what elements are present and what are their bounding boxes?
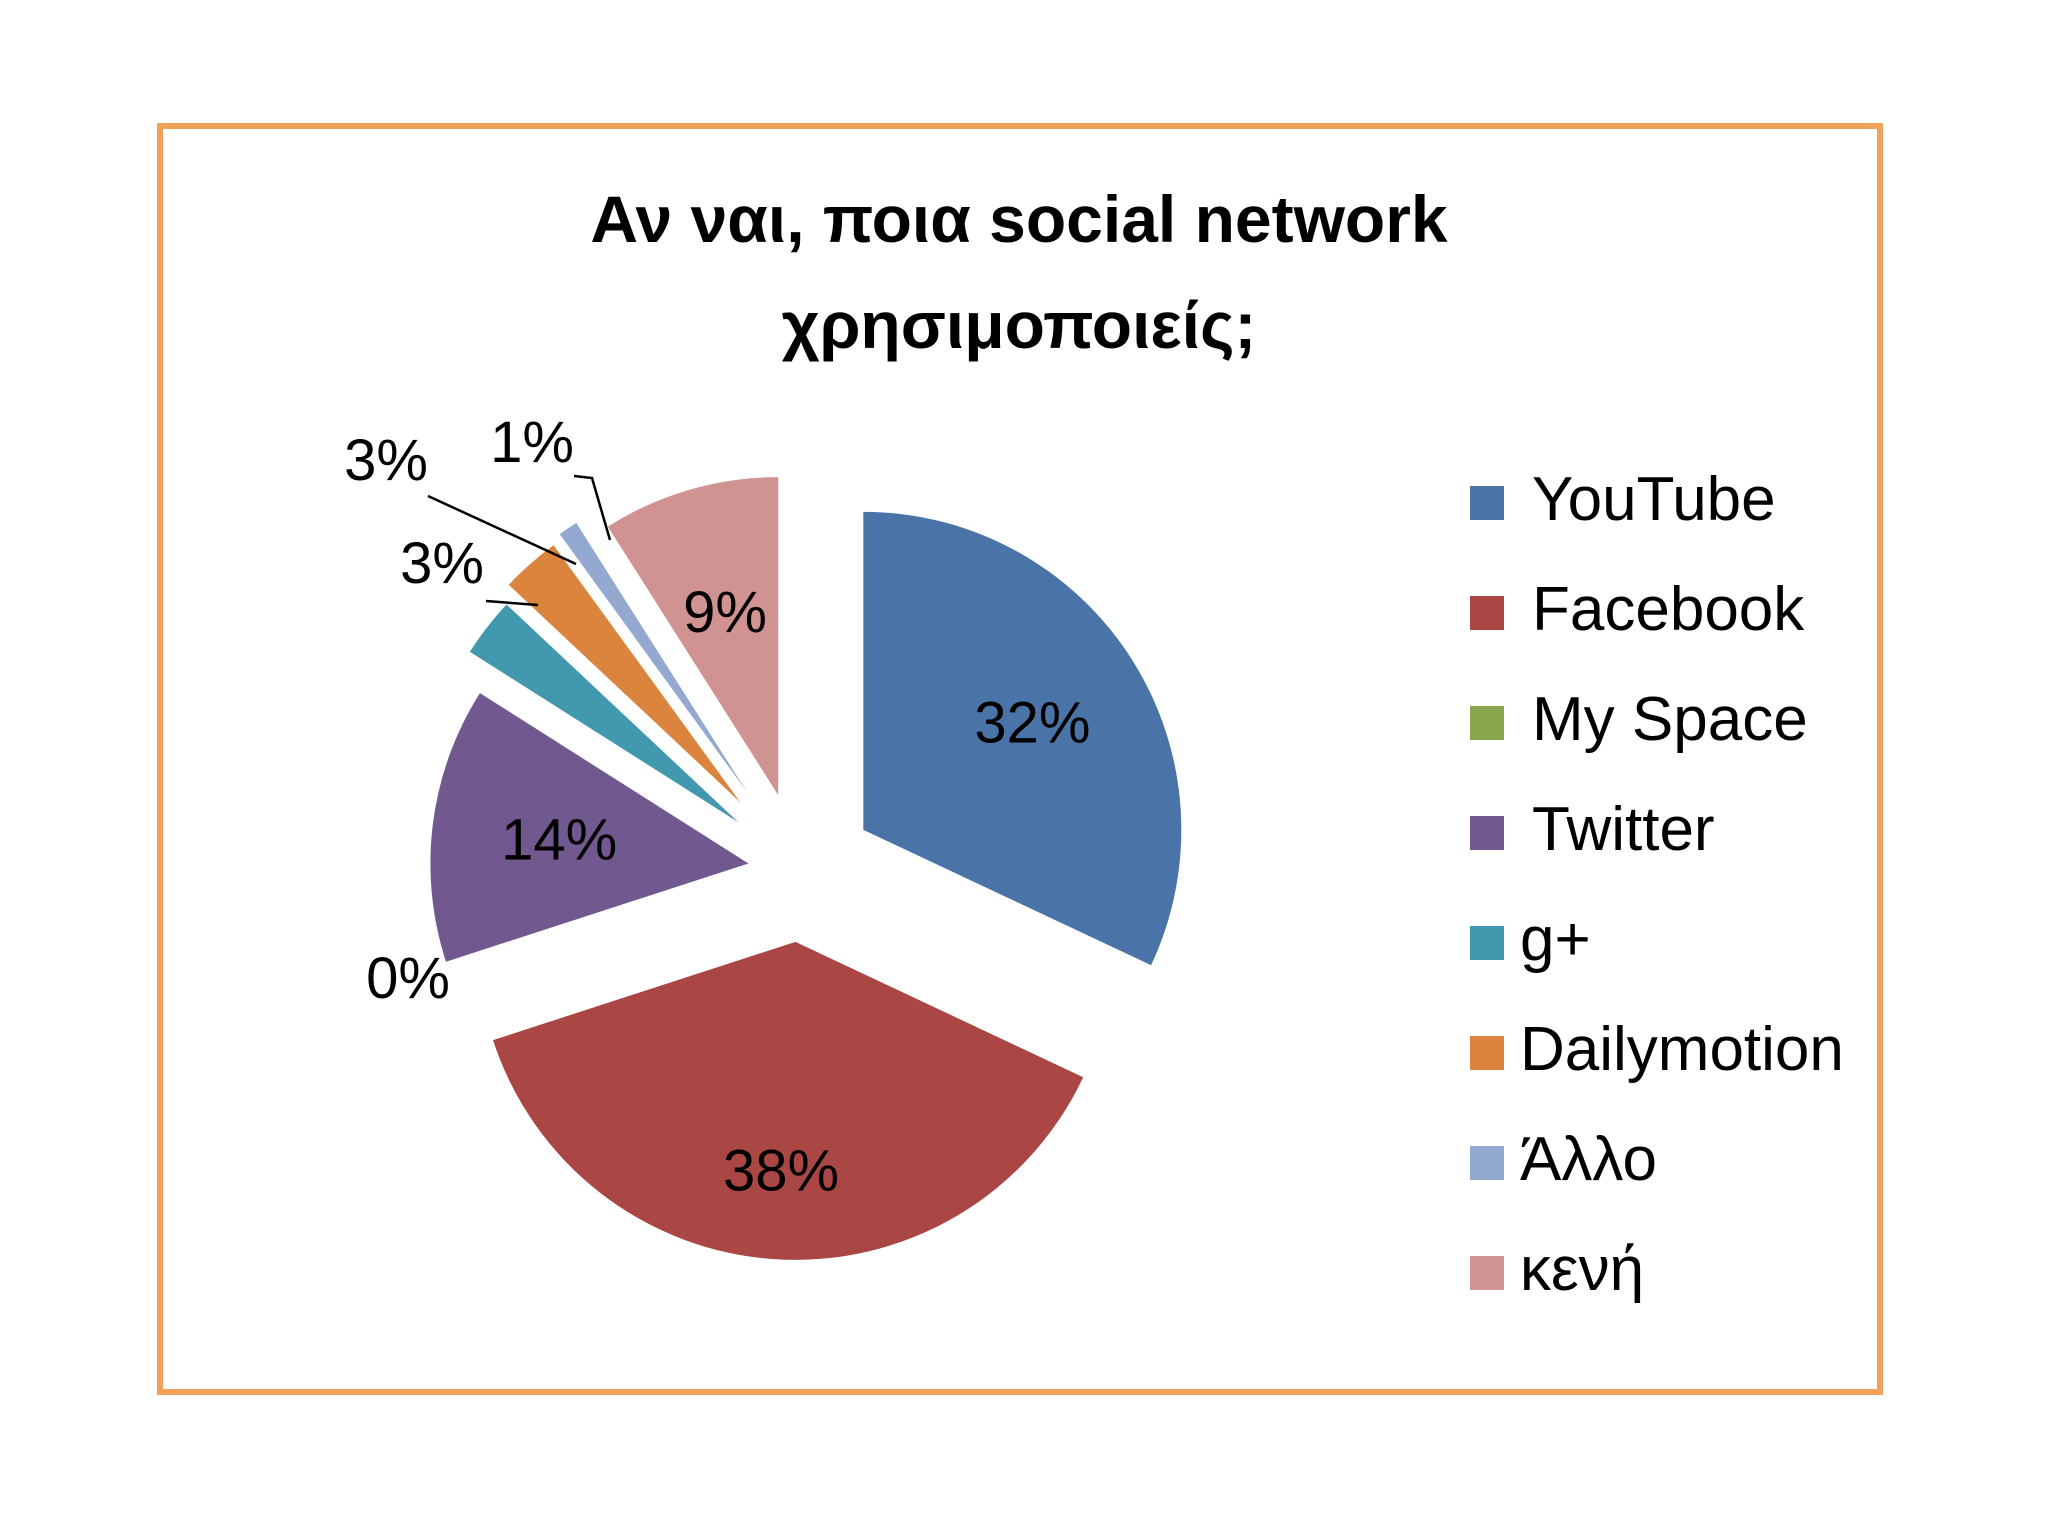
legend-swatch-youtube [1470, 486, 1504, 520]
chart-title-line-1: Αν ναι, ποια social network [590, 182, 1448, 256]
slice-twitter [430, 693, 749, 962]
leader-line-g-plus [485, 599, 539, 607]
legend-label-allo: Άλλο [1520, 1125, 1657, 1194]
data-label-facebook: 38% [723, 1138, 839, 1203]
data-label-allo: 1% [490, 410, 574, 475]
slice-dailymotion [508, 545, 741, 803]
data-label-twitter: 14% [501, 808, 617, 873]
leader-lines [427, 474, 612, 607]
legend-label-keni: κενή [1520, 1235, 1644, 1304]
legend: YouTube Facebook My Space Twitter g+ Dailymot… [1470, 465, 1844, 1304]
slice-allo [559, 522, 747, 792]
legend-label-twitter: Twitter [1532, 795, 1715, 864]
legend-label-dailymotion: Dailymotion [1520, 1015, 1844, 1084]
legend-label-youtube: YouTube [1532, 465, 1776, 534]
leader-line-allo [573, 474, 612, 541]
legend-swatch-dailymotion [1470, 1036, 1504, 1070]
slice-youtube [863, 511, 1182, 966]
data-label-g-plus: 3% [400, 531, 484, 596]
leader-line-dailymotion [427, 494, 577, 566]
data-label-dailymotion: 3% [344, 428, 428, 493]
legend-label-facebook: Facebook [1532, 575, 1805, 644]
legend-swatch-facebook [1470, 596, 1504, 630]
legend-swatch-my-space [1470, 706, 1504, 740]
data-label-youtube: 32% [974, 690, 1090, 755]
slice-keni [607, 477, 779, 796]
legend-swatch-twitter [1470, 816, 1504, 850]
legend-label-g-plus: g+ [1520, 905, 1591, 974]
legend-swatch-g-plus [1470, 926, 1504, 960]
slice-facebook [493, 941, 1084, 1260]
data-labels: 32%38%0%14%3%3% 1%9% [344, 410, 1090, 1203]
legend-label-my-space: My Space [1532, 685, 1808, 754]
legend-swatch-allo [1470, 1146, 1504, 1180]
data-label-my-space: 0% [366, 946, 450, 1011]
slice-g-plus [469, 604, 739, 823]
data-label-keni: 9% [683, 580, 767, 645]
chart-title-line-2: χρησιμοποιείς; [782, 288, 1257, 362]
legend-swatch-keni [1470, 1256, 1504, 1290]
pie-slices [430, 477, 1182, 1260]
